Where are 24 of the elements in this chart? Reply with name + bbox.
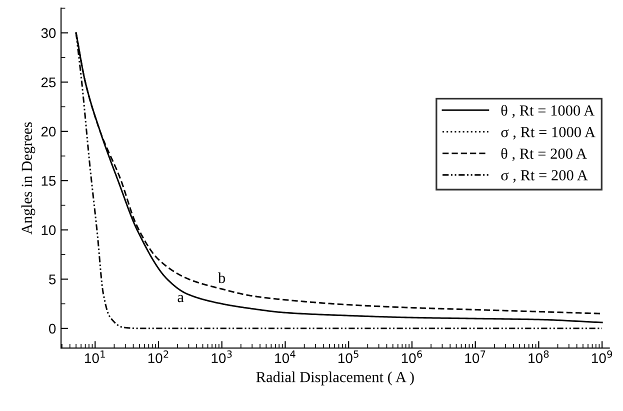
annotation: b	[218, 272, 226, 284]
y-tick-label: 15	[42, 176, 56, 186]
y-tick-label: 30	[41, 28, 56, 38]
y-tick-label: 20	[41, 126, 56, 137]
x-tick-label: 10$^{4}$	[275, 350, 296, 364]
y-tick-label: 5	[49, 274, 56, 284]
legend-label: θ , Rt = 200 A	[501, 148, 587, 162]
x-tick-label: 10$^{2}$	[148, 350, 168, 364]
annotation: a	[178, 294, 184, 302]
x-tick-label: 10$^{5}$	[338, 350, 358, 364]
x-tick-label: 10$^{6}$	[402, 350, 422, 364]
x-tick-label: 10$^{3}$	[212, 350, 232, 364]
y-tick-label: 10	[42, 225, 56, 236]
x-tick-label: 10$^{1}$	[85, 350, 105, 364]
y-tick-label: 25	[41, 77, 56, 88]
legend-label: σ , Rt = 200 A	[501, 170, 588, 183]
x-axis-title: Radial Displacement ( A )	[256, 371, 414, 386]
y-tick-label: 0	[49, 324, 56, 334]
x-tick-label: 10$^{9}$	[592, 350, 612, 364]
x-tick-label: 10$^{8}$	[528, 350, 549, 364]
x-tick-label: 10$^{7}$	[465, 350, 486, 364]
legend-label: σ , Rt = 1000 A	[501, 126, 596, 140]
y-axis-title: Angles in Degrees	[21, 122, 36, 234]
legend-label: θ , Rt = 1000 A	[501, 104, 595, 118]
